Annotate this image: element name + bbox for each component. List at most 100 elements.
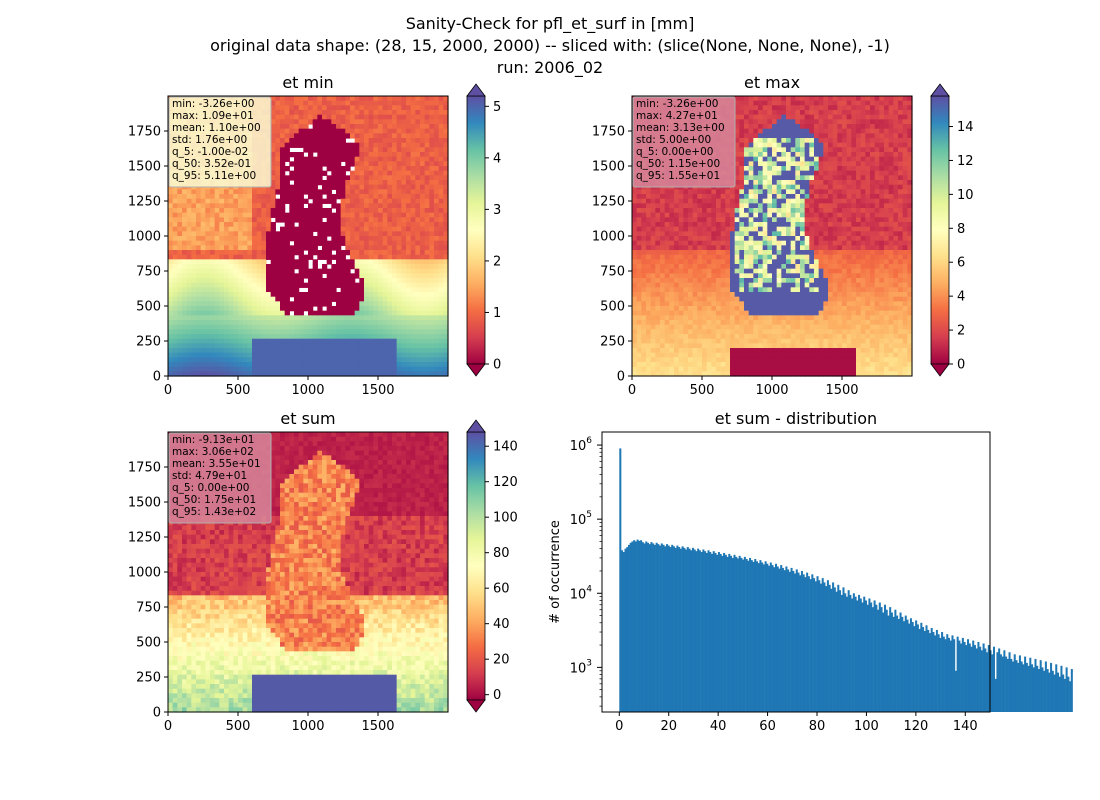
x-tick-label: 1500	[361, 383, 394, 398]
histogram-bar	[681, 546, 684, 712]
histogram-bar	[877, 609, 880, 712]
histogram-bar	[800, 570, 803, 712]
histogram-bar	[752, 561, 755, 712]
histogram-bar	[1069, 681, 1072, 712]
histogram-bar	[804, 577, 807, 712]
stats-line: q_5: -1.00e-02	[172, 146, 248, 158]
histogram-bar	[679, 548, 682, 712]
histogram-bar	[622, 552, 625, 712]
histogram-bar	[733, 554, 736, 712]
panel-title: et max	[744, 73, 800, 92]
histogram-bar	[920, 622, 923, 712]
histogram-bar	[934, 635, 937, 712]
y-tick-label: 1500	[128, 496, 161, 511]
histogram-bar	[989, 650, 992, 712]
colorbar-tick-label: 6	[957, 256, 965, 271]
histogram-bar	[1051, 670, 1054, 712]
colorbar-tick-label: 5	[493, 100, 501, 115]
x-tick-label: 40	[710, 719, 727, 734]
histogram-bar	[870, 602, 873, 712]
histogram-bar	[646, 542, 650, 712]
histogram-bar	[992, 646, 995, 712]
histogram-bar	[664, 546, 667, 712]
histogram-bar	[998, 648, 1001, 712]
colorbar-tick-label: 0	[493, 688, 501, 703]
histogram-bar	[816, 576, 819, 712]
stats-line: mean: 3.13e+00	[636, 122, 725, 134]
histogram-bar	[702, 549, 705, 712]
histogram-bar	[619, 448, 622, 712]
colorbar-tick-label: 40	[493, 617, 510, 632]
histogram-bar	[889, 607, 892, 712]
colorbar-extend-bottom	[930, 363, 950, 377]
stats-line: min: -9.13e+01	[172, 434, 254, 446]
colorbar-tick-label: 4	[957, 290, 965, 305]
histogram-bar	[742, 559, 745, 712]
histogram-bar	[705, 552, 708, 712]
histogram-bar	[826, 580, 829, 712]
colorbar-tick-label: 0	[493, 358, 501, 373]
histogram-bar	[911, 621, 914, 712]
stats-line: q_95: 1.43e+02	[172, 506, 256, 518]
histogram-bar	[849, 594, 852, 712]
histogram-bar	[866, 604, 869, 712]
histogram-bar	[648, 544, 651, 712]
histogram-bar	[1039, 660, 1042, 712]
histogram-bar	[780, 565, 783, 712]
histogram-bar	[710, 553, 714, 712]
histogram-bar	[788, 571, 791, 712]
histogram-bar	[704, 551, 707, 712]
histogram-bar	[833, 587, 836, 712]
stats-line: max: 3.06e+02	[172, 446, 254, 458]
histogram-bar	[1065, 667, 1068, 712]
stats-line: q_50: 3.52e-01	[172, 158, 251, 170]
histogram-bar	[1044, 661, 1047, 712]
histogram-bar	[1046, 669, 1049, 712]
histogram-bar	[745, 559, 748, 712]
y-tick-label: 1750	[128, 461, 161, 476]
histogram-bar	[781, 567, 784, 712]
histogram-bar	[1005, 656, 1008, 712]
histogram-bar	[925, 625, 928, 712]
histogram-bar	[880, 607, 883, 712]
histogram-bar	[982, 643, 985, 712]
y-tick-label: 250	[136, 671, 161, 686]
colorbar-extend-bottom	[466, 363, 486, 377]
colorbar-tick-label: 3	[493, 203, 501, 218]
figure-title-line-3: run: 2006_02	[496, 58, 604, 77]
histogram-bar	[814, 581, 817, 712]
histogram-bar	[636, 539, 639, 712]
y-tick-label: 1750	[128, 125, 161, 140]
histogram-bar	[759, 560, 762, 712]
colorbar-extend-top	[466, 419, 486, 433]
histogram-bar	[1017, 662, 1020, 712]
x-tick-label: 1000	[291, 383, 324, 398]
x-tick-label: 1000	[755, 383, 788, 398]
histogram-bar	[932, 632, 935, 712]
axes-frame	[601, 431, 991, 713]
histogram-bar	[761, 562, 764, 712]
histogram-bar	[918, 628, 921, 712]
histogram-bar	[685, 549, 688, 712]
histogram-bar	[986, 652, 989, 712]
histogram-bar	[851, 598, 854, 712]
histogram-bars	[619, 448, 1073, 712]
histogram-bar	[916, 624, 919, 712]
histogram-bar	[764, 561, 767, 712]
histogram-bar	[774, 563, 778, 712]
histogram-bar	[755, 561, 758, 712]
heatmap-cells	[168, 432, 449, 713]
histogram-bar	[970, 646, 973, 712]
panel-title: et sum - distribution	[715, 409, 877, 428]
histogram-bar	[996, 652, 999, 712]
histogram-bar	[1001, 656, 1004, 712]
histogram-bar	[965, 645, 968, 712]
histogram-bar	[1031, 664, 1034, 712]
histogram-bar	[1056, 672, 1059, 712]
histogram-bar	[906, 619, 909, 712]
histogram-bar	[821, 578, 824, 712]
histogram-bar	[958, 640, 961, 712]
histogram-bar	[723, 552, 726, 712]
